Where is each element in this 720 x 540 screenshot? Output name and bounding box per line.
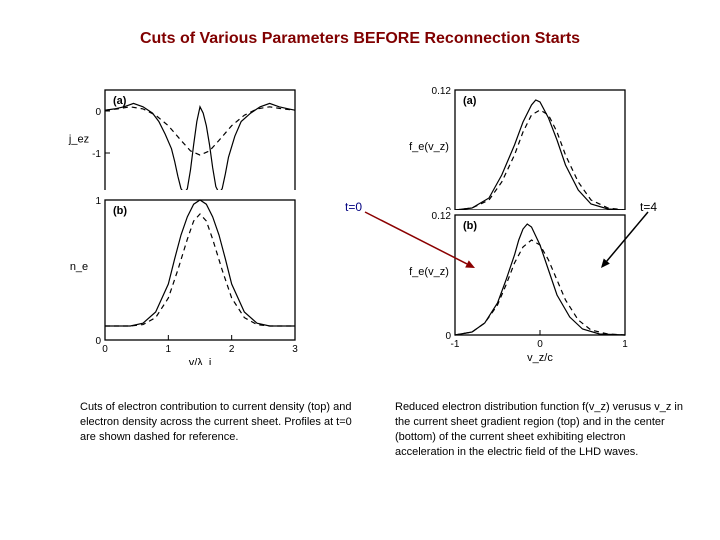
caption-right: Reduced electron distribution function f… <box>395 400 685 459</box>
caption-left: Cuts of electron contribution to current… <box>80 400 360 445</box>
